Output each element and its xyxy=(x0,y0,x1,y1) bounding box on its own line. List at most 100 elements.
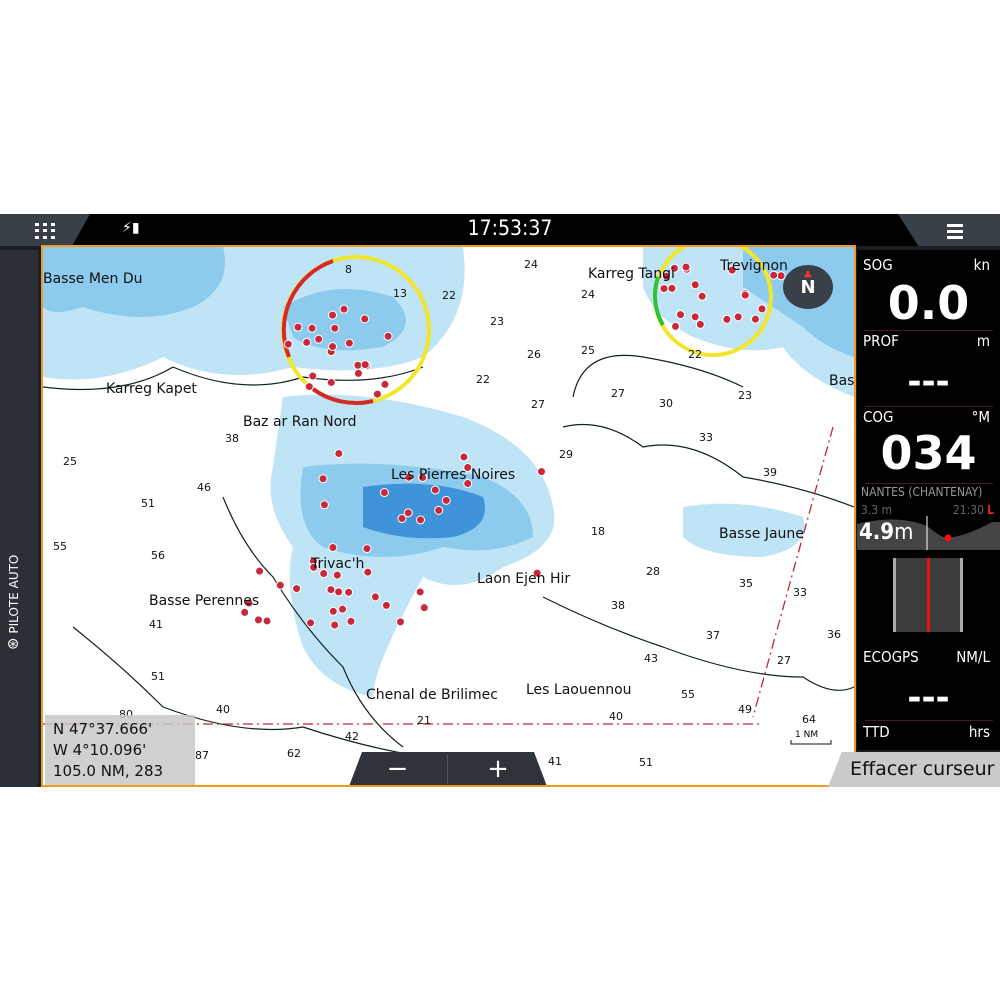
rock-hazard-icon xyxy=(381,600,391,610)
prof-value: --- xyxy=(907,362,950,402)
steering-wheel-icon: ⊛ xyxy=(6,634,20,653)
rock-hazard-icon xyxy=(309,562,319,572)
ecogps-label: ECOGPS xyxy=(863,648,919,666)
place-name: Les Pierres Noires xyxy=(391,467,515,483)
rock-hazard-icon xyxy=(676,310,686,320)
depth-sounding: 21 xyxy=(417,714,431,727)
place-name: Trivac'h xyxy=(310,556,364,572)
zoom-in-button[interactable]: + xyxy=(487,754,509,784)
rock-hazard-icon xyxy=(283,339,293,349)
rock-hazard-icon xyxy=(722,314,732,324)
depth-sounding: 35 xyxy=(739,577,753,590)
rock-hazard-icon xyxy=(757,304,767,314)
rock-hazard-icon xyxy=(292,584,302,594)
depth-sounding: 23 xyxy=(490,315,504,328)
depth-sounding: 29 xyxy=(559,448,573,461)
rock-hazard-icon xyxy=(326,585,336,595)
place-name: Basse Jaune xyxy=(719,526,804,542)
rock-hazard-icon xyxy=(360,360,370,370)
rock-hazard-icon xyxy=(360,314,370,324)
depth-sounding: 22 xyxy=(688,348,702,361)
rock-hazard-icon xyxy=(690,280,700,290)
rock-hazard-icon xyxy=(319,500,329,510)
instrument-panel: SOG kn 0.0 PROF m --- COG °M 034 NANTES … xyxy=(857,250,1000,750)
depth-sounding: 30 xyxy=(659,397,673,410)
rock-hazard-icon xyxy=(353,360,363,370)
hamburger-icon xyxy=(947,224,963,242)
rock-hazard-icon xyxy=(244,598,254,608)
ttd-unit: hrs xyxy=(968,723,990,741)
rock-hazard-icon xyxy=(334,587,344,597)
place-name: Basse Perennes xyxy=(149,593,259,609)
rock-hazard-icon xyxy=(332,570,342,580)
rock-hazard-icon xyxy=(380,379,390,389)
rock-hazard-icon xyxy=(532,568,542,578)
depth-sounding: 38 xyxy=(611,599,625,612)
rock-hazard-icon xyxy=(740,290,750,300)
cog-label: COG xyxy=(863,408,894,426)
chart-canvas[interactable]: 8 13 22 24 24 23 26 25 22 27 27 30 23 33 29 38 46 25 51 55 5… xyxy=(43,247,854,785)
depth-sounding: 36 xyxy=(827,628,841,641)
depth-sounding: 26 xyxy=(527,348,541,361)
place-name: Karreg Kapet xyxy=(106,381,197,397)
depth-sounding: 38 xyxy=(225,432,239,445)
rock-hazard-icon xyxy=(695,319,705,329)
place-name: Basse Men Du xyxy=(43,271,143,287)
depth-sounding: 62 xyxy=(287,747,301,760)
tide-marker xyxy=(944,534,952,542)
chartplotter-screen: ⚡▮ 17:53:37 ⊛ PILOTE AUTO 8 13 22 24 24 2 xyxy=(0,214,1000,787)
zoom-out-button[interactable]: − xyxy=(348,754,448,784)
depth-sounding: 43 xyxy=(644,652,658,665)
clear-cursor-button[interactable]: Effacer curseur xyxy=(828,752,1000,787)
rock-hazard-icon xyxy=(326,377,336,387)
place-name: Bas xyxy=(829,373,854,389)
cursor-range-bearing: 105.0 NM, 283 °M xyxy=(53,762,164,785)
tide-station: NANTES (CHANTENAY) xyxy=(861,485,983,499)
depth-sounding: 22 xyxy=(442,289,456,302)
north-arrow-icon: ▲ xyxy=(804,268,812,279)
rock-hazard-icon xyxy=(338,604,348,614)
tide-curve xyxy=(857,516,1000,632)
clock: 17:53:37 xyxy=(467,216,553,240)
north-up-button[interactable]: N ▲ xyxy=(783,265,833,309)
rock-hazard-icon xyxy=(344,338,354,348)
depth-sounding: 8 xyxy=(345,263,352,276)
rock-hazard-icon xyxy=(383,331,393,341)
apps-button[interactable] xyxy=(0,214,90,246)
place-name: Karreg Tangi xyxy=(588,266,675,282)
depth-sounding: 51 xyxy=(141,497,155,510)
prof-unit: m xyxy=(976,332,990,350)
rock-hazard-icon xyxy=(681,262,691,272)
prof-label: PROF xyxy=(863,332,899,350)
depth-sounding: 87 xyxy=(195,749,209,762)
rock-hazard-icon xyxy=(733,312,743,322)
depth-sounding: 18 xyxy=(591,525,605,538)
autopilot-tab[interactable]: ⊛ PILOTE AUTO xyxy=(0,250,38,787)
rock-hazard-icon xyxy=(370,592,380,602)
rock-hazard-icon xyxy=(697,291,707,301)
depth-sounding: 33 xyxy=(699,431,713,444)
menu-button[interactable] xyxy=(898,214,1000,246)
rock-hazard-icon xyxy=(434,505,444,515)
tide-next-time: 21:30 xyxy=(952,503,984,517)
rock-hazard-icon xyxy=(372,389,382,399)
tide-next-type: L xyxy=(987,503,994,517)
cursor-longitude: W 4°10.096' xyxy=(53,741,147,759)
rock-hazard-icon xyxy=(362,544,372,554)
depth-contours xyxy=(43,354,854,758)
depth-sounding: 46 xyxy=(197,481,211,494)
depth-sounding: 56 xyxy=(151,549,165,562)
nautical-chart[interactable]: 8 13 22 24 24 23 26 25 22 27 27 30 23 33 29 38 46 25 51 55 5… xyxy=(41,245,856,787)
rock-hazard-icon xyxy=(240,607,250,617)
rock-hazard-icon xyxy=(262,616,272,626)
rock-hazard-icon xyxy=(430,485,440,495)
depth-sounding: 24 xyxy=(524,258,538,271)
depth-sounding: 41 xyxy=(548,755,562,768)
rock-hazard-icon xyxy=(363,567,373,577)
tide-next-height: 3.3 m xyxy=(861,503,893,517)
place-name: Chenal de Brilimec xyxy=(366,687,498,703)
top-bar: ⚡▮ 17:53:37 xyxy=(0,214,1000,246)
rock-hazard-icon xyxy=(416,515,426,525)
satellite-signal-icon: ⚡▮ xyxy=(122,220,140,236)
depth-sounding: 25 xyxy=(63,455,77,468)
